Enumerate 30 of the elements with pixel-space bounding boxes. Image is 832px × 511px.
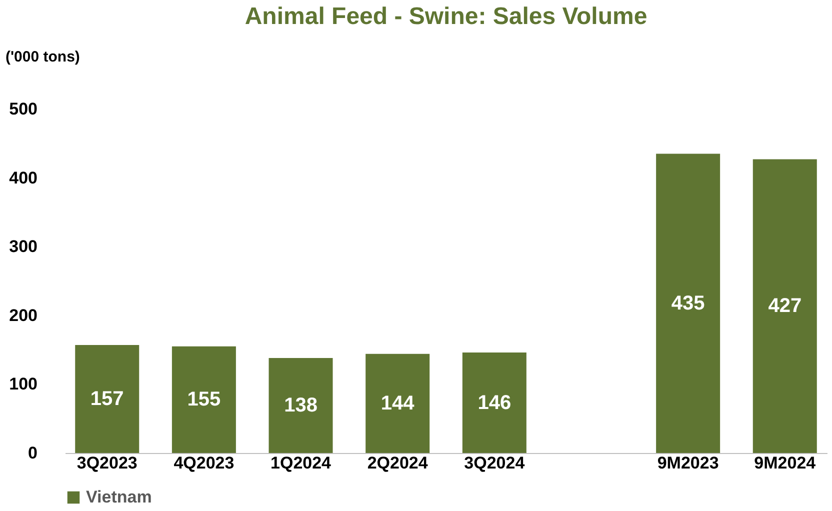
bar [268, 358, 333, 453]
x-tick-label: 1Q2024 [270, 454, 332, 472]
y-tick-label: 300 [9, 237, 38, 256]
data-label: 427 [768, 295, 802, 318]
data-label: 157 [90, 388, 124, 410]
x-tick-label: 9M2023 [657, 454, 719, 472]
x-tick-label: 4Q2023 [174, 454, 234, 472]
data-label: 435 [671, 292, 705, 314]
x-tick-label: 3Q2023 [76, 454, 138, 472]
y-axis-title: ('000 tons) [6, 48, 80, 66]
x-tick-label: 2Q2024 [367, 454, 428, 472]
bar [752, 159, 817, 453]
y-tick-label: 0 [28, 444, 38, 462]
x-tick-label: 9M2024 [754, 454, 816, 472]
data-label: 144 [380, 392, 416, 414]
bar [172, 346, 236, 453]
x-tick-label: 3Q2024 [464, 454, 526, 472]
y-tick-label: 200 [9, 306, 38, 325]
bar [75, 344, 140, 453]
y-tick-label: 100 [9, 374, 38, 394]
data-label: 155 [187, 388, 221, 411]
y-tick-label: 400 [9, 168, 38, 188]
bar [656, 154, 720, 453]
data-label: 138 [284, 394, 318, 417]
bar [366, 354, 430, 453]
legend-label: Vietnam [86, 488, 152, 506]
chart-title: Animal Feed - Swine: Sales Volume [244, 3, 648, 30]
y-tick-label: 500 [9, 100, 38, 118]
bar [462, 352, 526, 453]
data-label: 146 [478, 392, 512, 414]
